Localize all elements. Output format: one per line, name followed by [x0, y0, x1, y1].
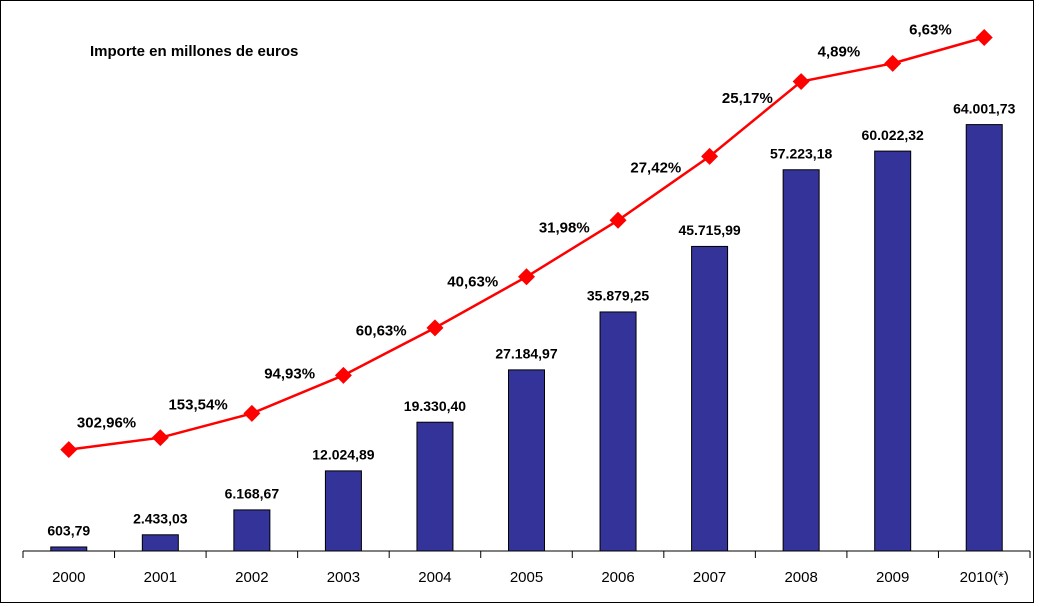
bar-label: 57.223,18 — [770, 145, 832, 161]
growth-label: 153,54% — [168, 397, 227, 414]
growth-label: 40,63% — [447, 273, 498, 290]
bar — [782, 169, 820, 552]
x-tick-label: 2009 — [876, 569, 909, 586]
growth-label: 60,63% — [356, 323, 407, 340]
x-tick-label: 2006 — [601, 569, 634, 586]
growth-marker — [609, 211, 627, 229]
growth-label: 25,17% — [722, 90, 773, 107]
x-tick-label: 2010(*) — [960, 569, 1009, 586]
bar-label: 64.001,73 — [953, 100, 1015, 116]
growth-marker — [426, 319, 444, 337]
x-tick-label: 2008 — [784, 569, 817, 586]
growth-label: 6,63% — [909, 21, 952, 38]
growth-marker — [518, 268, 535, 286]
bar-label: 60.022,32 — [862, 127, 924, 143]
growth-label: 94,93% — [264, 365, 315, 382]
bar — [691, 245, 729, 552]
bar-label: 2.433,03 — [133, 510, 188, 526]
growth-marker — [975, 29, 993, 46]
x-tick-label: 2004 — [418, 569, 451, 586]
growth-marker — [884, 54, 902, 72]
bar — [141, 534, 179, 552]
x-tick-label: 2007 — [693, 569, 726, 586]
bar-label: 27.184,97 — [495, 346, 557, 362]
bar — [508, 369, 545, 552]
x-tick-label: 2000 — [52, 569, 85, 586]
x-tick-label: 2005 — [510, 569, 543, 586]
x-tick-label: 2002 — [235, 569, 268, 586]
growth-label: 4,89% — [818, 43, 861, 60]
bar — [599, 311, 637, 552]
bar — [50, 546, 88, 552]
growth-label: 31,98% — [539, 220, 590, 237]
growth-marker — [334, 366, 352, 384]
growth-marker — [151, 429, 169, 447]
growth-label: 302,96% — [77, 415, 136, 432]
bar — [233, 509, 271, 552]
x-tick-label: 2003 — [327, 569, 360, 586]
bar — [324, 470, 362, 552]
x-tick-label: 2001 — [144, 569, 177, 586]
bar — [416, 421, 454, 552]
growth-marker — [701, 147, 719, 165]
bar-label: 45.715,99 — [678, 222, 740, 238]
bar-label: 603,79 — [47, 523, 90, 539]
bar-label: 6.168,67 — [225, 486, 280, 502]
bar — [874, 150, 912, 552]
bar-label: 35.879,25 — [587, 288, 649, 304]
growth-label: 27,42% — [630, 159, 681, 176]
growth-marker — [60, 441, 78, 459]
bar-label: 19.330,40 — [404, 398, 466, 414]
growth-marker — [243, 404, 261, 422]
bar-label: 12.024,89 — [312, 447, 374, 463]
bar — [965, 124, 1003, 552]
chart-title: Importe en millones de euros — [90, 43, 298, 60]
growth-marker — [792, 73, 810, 91]
